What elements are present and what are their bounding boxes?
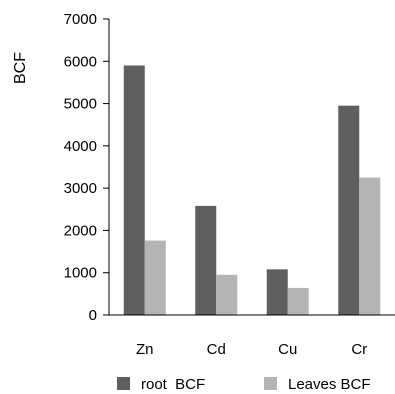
y-tick-label: 7000: [64, 11, 97, 28]
bar-cu-series-2: [287, 287, 309, 315]
bar-cr-series-1: [338, 105, 360, 315]
y-axis-ticks: 0 1000 2000 3000 4000 5000 6000 7000: [64, 11, 109, 324]
bar-cr-series-2: [359, 177, 381, 315]
y-tick-label: 0: [89, 307, 97, 324]
legend-swatch-series-2: [264, 377, 277, 390]
x-category-label: Cr: [351, 341, 367, 358]
x-category-label: Zn: [136, 341, 154, 358]
bar-cu-series-1: [266, 269, 288, 315]
y-tick-label: 5000: [64, 96, 97, 113]
x-category-label: Cu: [278, 341, 297, 358]
x-category-label: Cd: [207, 341, 226, 358]
bar-zn-series-1: [123, 65, 145, 315]
legend-label-series-1: root BCF: [141, 376, 205, 393]
bars: [123, 65, 381, 315]
y-tick-label: 3000: [64, 180, 97, 197]
y-tick-label: 2000: [64, 222, 97, 239]
legend-swatch-series-1: [117, 377, 130, 390]
y-tick-label: 4000: [64, 138, 97, 155]
legend-label-series-2: Leaves BCF: [288, 376, 371, 393]
legend: root BCF Leaves BCF: [117, 376, 371, 393]
bar-cd-series-2: [216, 274, 238, 315]
bar-cd-series-1: [195, 205, 217, 315]
y-tick-label: 1000: [64, 265, 97, 282]
y-tick-label: 6000: [64, 53, 97, 70]
bar-zn-series-2: [144, 240, 166, 315]
x-axis-categories: Zn Cd Cu Cr: [136, 341, 367, 358]
y-axis-label: BCF: [12, 52, 29, 84]
